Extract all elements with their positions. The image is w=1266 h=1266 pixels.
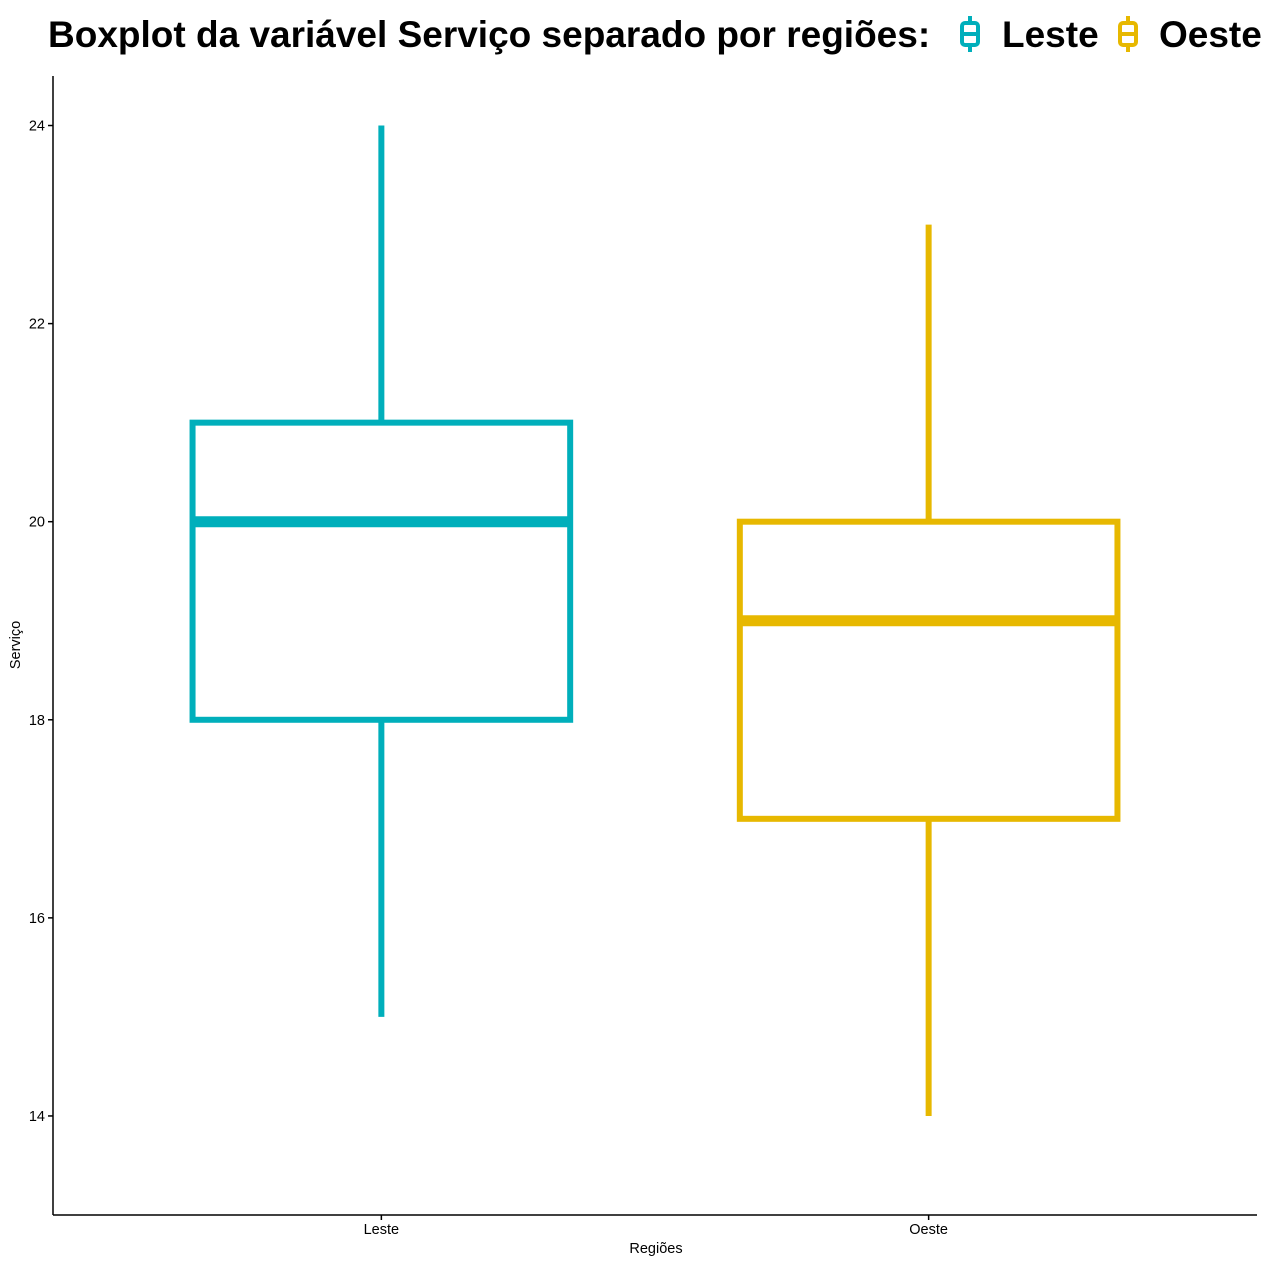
legend: Leste Oeste <box>960 14 1262 55</box>
y-tick-label: 16 <box>29 911 45 927</box>
legend-key-oeste <box>1118 16 1138 52</box>
box-iqr <box>736 518 1121 822</box>
y-tick-label: 24 <box>29 119 45 135</box>
y-axis-title: Serviço <box>8 621 24 669</box>
y-axis-ticks: 14 16 18 20 22 24 <box>29 119 53 1125</box>
x-axis-title: Regiões <box>629 1241 682 1257</box>
y-tick-label: 20 <box>29 515 45 531</box>
chart-title: Boxplot da variável Serviço separado por… <box>48 14 930 55</box>
box-iqr <box>189 419 574 723</box>
x-tick-label: Leste <box>364 1222 399 1238</box>
x-axis-ticks: Leste Oeste <box>364 1215 948 1238</box>
legend-label-oeste: Oeste <box>1159 14 1262 55</box>
box-oeste <box>736 224 1121 1116</box>
y-tick-label: 22 <box>29 317 45 333</box>
boxes <box>189 125 1121 1116</box>
box-leste <box>189 125 574 1017</box>
x-tick-label: Oeste <box>909 1222 948 1238</box>
y-tick-label: 14 <box>29 1109 45 1125</box>
legend-label-leste: Leste <box>1002 14 1099 55</box>
y-tick-label: 18 <box>29 713 45 729</box>
legend-key-leste <box>960 16 980 52</box>
